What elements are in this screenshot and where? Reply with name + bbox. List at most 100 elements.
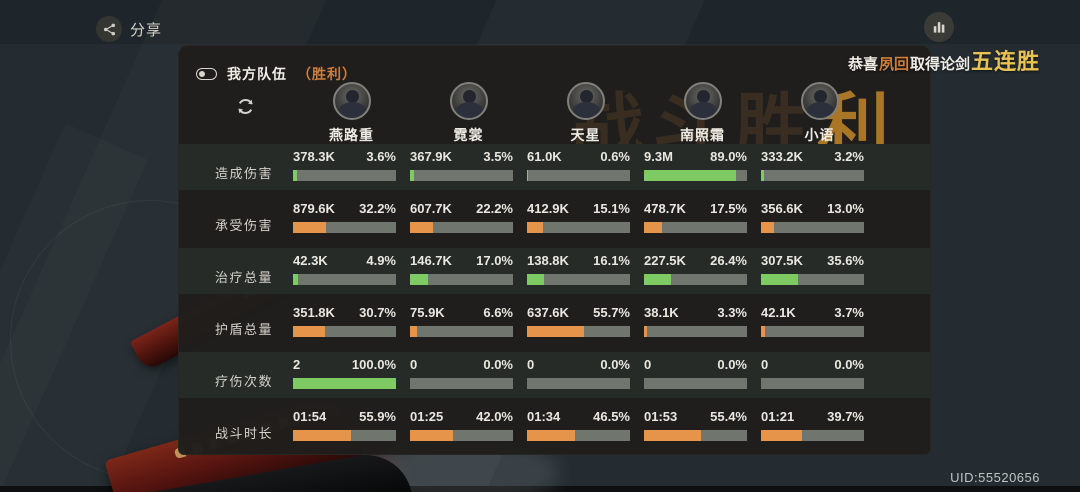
stat-row: 疗伤次数 2 100.0% 0 0.0% 0 0.0% 0 0.0% 0 0.0% [179, 352, 930, 404]
stat-bar-track [410, 378, 513, 389]
character-name: 霓裳 [453, 127, 484, 143]
stat-percent: 4.9% [366, 253, 396, 268]
stat-percent: 15.1% [593, 201, 630, 216]
stat-cell: 01:34 46.5% [527, 409, 644, 454]
stat-cell: 38.1K 3.3% [644, 305, 761, 352]
stat-cell: 307.5K 35.6% [761, 253, 878, 300]
team-toggle[interactable] [196, 68, 217, 80]
stat-bar-fill [293, 222, 327, 233]
stat-cell: 01:25 42.0% [410, 409, 527, 454]
stat-bar-track [410, 274, 513, 285]
stat-percent: 0.0% [600, 357, 630, 372]
stat-cell: 333.2K 3.2% [761, 149, 878, 196]
stat-bar-track [527, 170, 630, 181]
stat-value: 367.9K [410, 149, 452, 164]
character-column: 燕路重 [293, 82, 410, 145]
stat-row-label: 治疗总量 [215, 270, 274, 285]
stat-value: 01:21 [761, 409, 795, 424]
refresh-icon [237, 98, 253, 114]
share-label: 分享 [130, 21, 163, 39]
stat-value: 0 [527, 357, 535, 372]
stat-percent: 55.7% [593, 305, 630, 320]
stat-percent: 0.6% [600, 149, 630, 164]
character-avatar[interactable] [332, 82, 371, 120]
stat-percent: 3.2% [834, 149, 864, 164]
stat-bar-fill [293, 170, 297, 181]
stat-bar-track [761, 378, 864, 389]
stat-cell: 0 0.0% [644, 357, 761, 404]
stat-cell: 367.9K 3.5% [410, 149, 527, 196]
character-avatar[interactable] [683, 82, 722, 120]
stat-bar-fill [293, 430, 351, 441]
character-avatar[interactable] [800, 82, 839, 120]
stat-bar-fill [527, 430, 575, 441]
stat-value: 38.1K [644, 305, 679, 320]
stats-chart-icon[interactable] [924, 12, 954, 42]
stat-cell: 138.8K 16.1% [527, 253, 644, 300]
stat-value: 0 [761, 357, 769, 372]
stat-cell: 2 100.0% [293, 357, 410, 404]
stat-percent: 0.0% [717, 357, 747, 372]
stat-value: 378.3K [293, 149, 335, 164]
stat-percent: 26.4% [710, 253, 747, 268]
stat-bar-track [410, 222, 513, 233]
stat-value: 2 [293, 357, 301, 372]
stat-cell: 9.3M 89.0% [644, 149, 761, 196]
stat-percent: 30.7% [359, 305, 396, 320]
stat-bar-track [527, 274, 630, 285]
stat-cell: 42.3K 4.9% [293, 253, 410, 300]
stat-cell: 61.0K 0.6% [527, 149, 644, 196]
character-avatar[interactable] [566, 82, 605, 120]
stat-bar-track [644, 222, 747, 233]
stat-cell: 378.3K 3.6% [293, 149, 410, 196]
stat-percent: 55.4% [710, 409, 747, 424]
stat-bar-track [761, 430, 864, 441]
share-icon [96, 16, 122, 42]
stat-value: 138.8K [527, 253, 569, 268]
announcement-prefix: 恭喜 [847, 56, 878, 73]
stat-bar-fill [761, 274, 798, 285]
stat-bar-track [293, 170, 396, 181]
announcement-player-name: 夙回 [878, 56, 909, 73]
swap-team-button[interactable] [231, 92, 259, 120]
stat-percent: 3.7% [834, 305, 864, 320]
stat-cell: 879.6K 32.2% [293, 201, 410, 248]
character-column: 霓裳 [410, 82, 527, 145]
stat-cell: 0 0.0% [410, 357, 527, 404]
stat-bar-fill [527, 326, 585, 337]
stat-cell: 146.7K 17.0% [410, 253, 527, 300]
stat-bar-track [644, 430, 747, 441]
stat-percent: 17.0% [476, 253, 513, 268]
team-label: 我方队伍 [227, 66, 287, 82]
stat-bar-fill [410, 274, 428, 285]
character-name: 天星 [570, 127, 601, 143]
stat-cell: 607.7K 22.2% [410, 201, 527, 248]
stat-percent: 39.7% [827, 409, 864, 424]
stat-value: 351.8K [293, 305, 335, 320]
bottom-edge-strip [0, 486, 1080, 492]
stat-cell: 356.6K 13.0% [761, 201, 878, 248]
stat-row: 承受伤害 879.6K 32.2% 607.7K 22.2% 412.9K 15.1% 478… [179, 196, 930, 248]
panel-header: 我方队伍 （胜利） [196, 64, 357, 84]
stat-value: 607.7K [410, 201, 452, 216]
stat-percent: 17.5% [710, 201, 747, 216]
stat-bar-track [293, 222, 396, 233]
stat-percent: 0.0% [834, 357, 864, 372]
stat-percent: 3.5% [483, 149, 513, 164]
stat-value: 42.1K [761, 305, 796, 320]
stat-bar-fill [527, 274, 544, 285]
stat-bar-track [761, 222, 864, 233]
stat-value: 879.6K [293, 201, 335, 216]
stat-percent: 22.2% [476, 201, 513, 216]
character-avatar[interactable] [449, 82, 488, 120]
stat-value: 9.3M [644, 149, 673, 164]
stat-cell: 42.1K 3.7% [761, 305, 878, 352]
stat-bar-fill [410, 170, 414, 181]
stat-bar-fill [293, 326, 325, 337]
stat-value: 61.0K [527, 149, 562, 164]
stat-bar-fill [644, 430, 702, 441]
stat-bar-track [293, 430, 396, 441]
share-button[interactable]: 分享 [96, 16, 162, 42]
stat-row: 治疗总量 42.3K 4.9% 146.7K 17.0% 138.8K 16.1% 227.5… [179, 248, 930, 300]
